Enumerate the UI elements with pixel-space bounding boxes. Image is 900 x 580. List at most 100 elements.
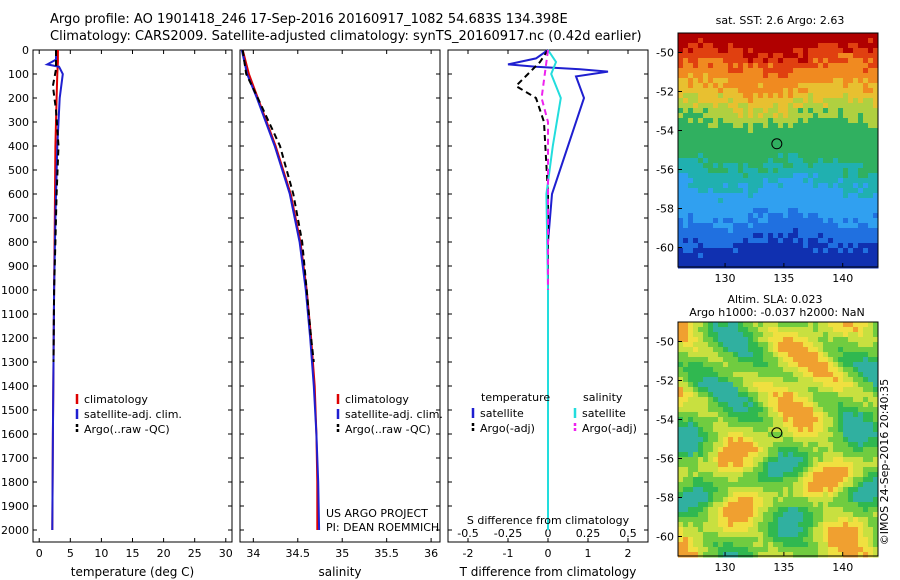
sla-heatmap [678, 322, 879, 558]
x-tick-label: 1 [585, 547, 592, 560]
series-line-salinity-satellite [545, 49, 562, 530]
legend-label: Argo(-adj) [480, 422, 535, 435]
x-tick-label: 34 [246, 547, 260, 560]
series-line-salinity-argo--adj- [540, 49, 549, 290]
y-tick-label: -58 [656, 492, 674, 505]
y-tick-label: 1000 [1, 284, 29, 297]
y-tick-label: 900 [8, 260, 29, 273]
annotation-pi: PI: DEAN ROEMMICH [326, 521, 439, 534]
y-tick-label: 800 [8, 236, 29, 249]
y-tick-label: -50 [656, 47, 674, 60]
y-tick-label: -54 [656, 125, 674, 138]
x2-tick-label: 0.25 [576, 527, 601, 540]
y-tick-label: 2000 [1, 524, 29, 537]
legend-label: Argo(..raw -QC) [345, 423, 431, 436]
legend-label: Argo(-adj) [582, 422, 637, 435]
x2-tick-label: -0.5 [457, 527, 478, 540]
x-axis-label: salinity [318, 565, 361, 579]
x-tick-label: -2 [463, 547, 474, 560]
y-tick-label: 300 [8, 116, 29, 129]
y-tick-label: -60 [656, 531, 674, 544]
y-tick-label: 1200 [1, 332, 29, 345]
y-tick-label: 1700 [1, 452, 29, 465]
y-tick-label: 1400 [1, 380, 29, 393]
x-tick-label: 35.5 [374, 547, 399, 560]
plot-frame-1 [239, 49, 441, 543]
legend-label: climatology [345, 393, 409, 406]
float-position-marker [771, 427, 783, 439]
x-tick-label: 35 [335, 547, 349, 560]
x-tick-label: 0 [36, 547, 43, 560]
series-line-argo---raw--qc- [241, 49, 315, 363]
y-tick-label: 400 [8, 140, 29, 153]
x-tick-label: 10 [94, 547, 108, 560]
y-tick-label: 0 [22, 44, 29, 57]
y-tick-label: 600 [8, 188, 29, 201]
y-tick-label: -58 [656, 203, 674, 216]
y-tick-label: -50 [656, 336, 674, 349]
plot-frame-0 [32, 49, 233, 543]
x-tick-label: 15 [126, 547, 140, 560]
float-position-marker [771, 138, 783, 150]
y-tick-label: 200 [8, 92, 29, 105]
x2-tick-label: 0 [545, 527, 552, 540]
series-line-argo---raw--qc- [51, 50, 60, 363]
y-tick-label: -52 [656, 375, 674, 388]
y-tick-label: 1600 [1, 428, 29, 441]
annotation-project: US ARGO PROJECT [326, 507, 428, 520]
sla-title: Altim. SLA: 0.023 [727, 293, 822, 306]
x2-axis-label: S difference from climatology [467, 514, 630, 527]
header-line-1: Argo profile: AO 1901418_246 17-Sep-2016… [50, 12, 568, 27]
header-line-2: Climatology: CARS2009. Satellite-adjuste… [50, 29, 642, 44]
legend-group-label: temperature [481, 391, 550, 404]
y-tick-label: 700 [8, 212, 29, 225]
x-tick-label: 34.5 [286, 547, 311, 560]
x-tick-label: 20 [157, 547, 171, 560]
sst-title: sat. SST: 2.6 Argo: 2.63 [716, 14, 845, 27]
y-tick-label: 1100 [1, 308, 29, 321]
legend-label: satellite [480, 407, 524, 420]
x-tick-label: 130 [715, 561, 736, 574]
y-tick-label: 100 [8, 68, 29, 81]
legend-label: satellite [582, 407, 626, 420]
legend-group-label: salinity [583, 391, 623, 404]
series-line-satellite-adj--clim- [44, 50, 64, 531]
x2-tick-label: -0.25 [494, 527, 522, 540]
x-tick-label: 25 [188, 547, 202, 560]
y-tick-label: -60 [656, 242, 674, 255]
x-tick-label: 2 [625, 547, 632, 560]
y-tick-label: 1900 [1, 500, 29, 513]
y-tick-label: 1300 [1, 356, 29, 369]
x-axis-label: temperature (deg C) [71, 565, 194, 579]
x2-tick-label: 0.5 [619, 527, 637, 540]
x-tick-label: 140 [832, 272, 853, 285]
y-tick-label: -56 [656, 453, 674, 466]
x-tick-label: 36 [424, 547, 438, 560]
legend-label: Argo(..raw -QC) [84, 423, 170, 436]
y-tick-label: 1500 [1, 404, 29, 417]
y-tick-label: 1800 [1, 476, 29, 489]
x-tick-label: 140 [832, 561, 853, 574]
x-tick-label: 135 [773, 561, 794, 574]
map-frame [677, 32, 879, 268]
y-tick-label: 500 [8, 164, 29, 177]
x-tick-label: 30 [219, 547, 233, 560]
map-frame [677, 321, 879, 557]
y-tick-label: -52 [656, 86, 674, 99]
series-line-satellite-adj--clim- [240, 49, 321, 531]
imos-stamp: ©IMOS 24-Sep-2016 20:40:35 [878, 379, 891, 545]
series-line-temperature-argo--adj- [514, 49, 549, 362]
sla-subtitle: Argo h1000: -0.037 h2000: NaN [689, 306, 865, 319]
x-tick-label: 0 [545, 547, 552, 560]
x-tick-label: -1 [503, 547, 514, 560]
y-tick-label: -56 [656, 164, 674, 177]
x-tick-label: 135 [773, 272, 794, 285]
x-axis-label: T difference from climatology [459, 565, 637, 579]
sst-heatmap [678, 33, 879, 269]
legend-label: satellite-adj. clim. [84, 408, 182, 421]
legend-label: climatology [84, 393, 148, 406]
y-tick-label: -54 [656, 414, 674, 427]
x-tick-label: 5 [67, 547, 74, 560]
x-tick-label: 130 [715, 272, 736, 285]
